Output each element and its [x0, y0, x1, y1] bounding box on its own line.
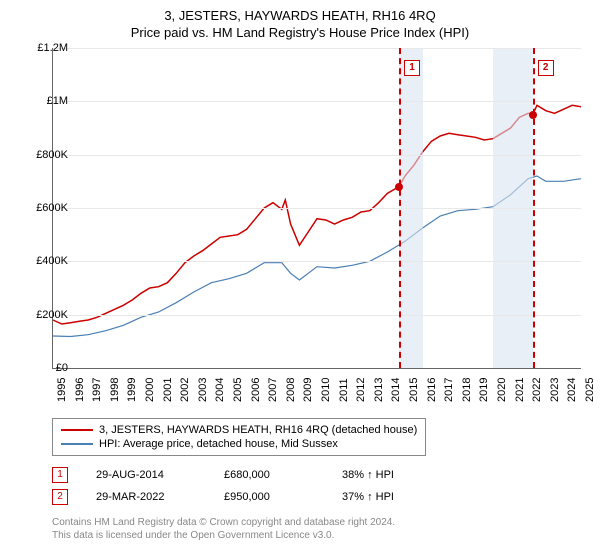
- y-tick-label: £1.2M: [24, 42, 68, 54]
- legend-swatch: [61, 443, 93, 445]
- x-tick-label: 1996: [74, 378, 86, 402]
- sale-dot: [529, 111, 537, 119]
- x-tick-label: 2016: [426, 378, 438, 402]
- legend-item: 3, JESTERS, HAYWARDS HEATH, RH16 4RQ (de…: [61, 423, 417, 437]
- x-tick-label: 2013: [373, 378, 385, 402]
- y-tick-label: £0: [24, 362, 68, 374]
- sale-row: 1 29-AUG-2014 £680,000 38% ↑ HPI: [52, 464, 442, 486]
- sale-row: 2 29-MAR-2022 £950,000 37% ↑ HPI: [52, 486, 442, 508]
- x-tick-label: 2019: [478, 378, 490, 402]
- footer-line1: Contains HM Land Registry data © Crown c…: [52, 516, 395, 529]
- marker-box: 2: [538, 60, 554, 76]
- sale-price: £680,000: [224, 469, 314, 481]
- sale-marker: 1: [52, 467, 68, 483]
- y-tick-label: £800K: [24, 149, 68, 161]
- plot-area: 12: [52, 48, 581, 369]
- x-tick-label: 2002: [179, 378, 191, 402]
- x-tick-label: 2004: [214, 378, 226, 402]
- grid-line: [53, 261, 581, 262]
- grid-line: [53, 315, 581, 316]
- x-tick-label: 2012: [355, 378, 367, 402]
- sale-marker: 2: [52, 489, 68, 505]
- x-tick-label: 2025: [584, 378, 596, 402]
- footer-line2: This data is licensed under the Open Gov…: [52, 529, 395, 542]
- x-tick-label: 1995: [56, 378, 68, 402]
- x-tick-label: 2010: [320, 378, 332, 402]
- x-tick-label: 2014: [390, 378, 402, 402]
- sale-price: £950,000: [224, 491, 314, 503]
- grid-line: [53, 155, 581, 156]
- x-tick-label: 2008: [285, 378, 297, 402]
- dashed-marker: [533, 48, 535, 368]
- sales-table: 1 29-AUG-2014 £680,000 38% ↑ HPI 2 29-MAR-202…: [52, 464, 442, 508]
- x-tick-label: 2017: [443, 378, 455, 402]
- y-tick-label: £200K: [24, 309, 68, 321]
- x-tick-label: 2018: [461, 378, 473, 402]
- x-tick-label: 2007: [267, 378, 279, 402]
- grid-line: [53, 208, 581, 209]
- x-tick-label: 2005: [232, 378, 244, 402]
- legend-label: 3, JESTERS, HAYWARDS HEATH, RH16 4RQ (de…: [99, 424, 417, 436]
- x-tick-label: 1997: [91, 378, 103, 402]
- dashed-marker: [399, 48, 401, 368]
- x-tick-label: 2006: [250, 378, 262, 402]
- x-tick-label: 2021: [514, 378, 526, 402]
- x-tick-label: 2003: [197, 378, 209, 402]
- sale-date: 29-MAR-2022: [96, 491, 196, 503]
- x-tick-label: 2020: [496, 378, 508, 402]
- sale-delta: 38% ↑ HPI: [342, 469, 442, 481]
- y-tick-label: £400K: [24, 255, 68, 267]
- container: 3, JESTERS, HAYWARDS HEATH, RH16 4RQ Pri…: [0, 0, 600, 560]
- chart-subtitle: Price paid vs. HM Land Registry's House …: [0, 23, 600, 46]
- grid-line: [53, 101, 581, 102]
- legend: 3, JESTERS, HAYWARDS HEATH, RH16 4RQ (de…: [52, 418, 426, 456]
- sale-delta: 37% ↑ HPI: [342, 491, 442, 503]
- x-tick-label: 1999: [126, 378, 138, 402]
- y-tick-label: £600K: [24, 202, 68, 214]
- y-tick-label: £1M: [24, 95, 68, 107]
- sale-date: 29-AUG-2014: [96, 469, 196, 481]
- x-tick-label: 2009: [302, 378, 314, 402]
- x-tick-label: 2001: [162, 378, 174, 402]
- legend-label: HPI: Average price, detached house, Mid …: [99, 438, 338, 450]
- x-tick-label: 2023: [549, 378, 561, 402]
- footer: Contains HM Land Registry data © Crown c…: [52, 516, 395, 542]
- x-tick-label: 2022: [531, 378, 543, 402]
- x-tick-label: 2015: [408, 378, 420, 402]
- x-tick-label: 2024: [566, 378, 578, 402]
- grid-line: [53, 48, 581, 49]
- x-tick-label: 2011: [338, 378, 350, 402]
- x-tick-label: 2000: [144, 378, 156, 402]
- x-tick-label: 1998: [109, 378, 121, 402]
- legend-item: HPI: Average price, detached house, Mid …: [61, 437, 417, 451]
- sale-dot: [395, 183, 403, 191]
- legend-swatch: [61, 429, 93, 431]
- marker-box: 1: [404, 60, 420, 76]
- chart-title: 3, JESTERS, HAYWARDS HEATH, RH16 4RQ: [0, 0, 600, 23]
